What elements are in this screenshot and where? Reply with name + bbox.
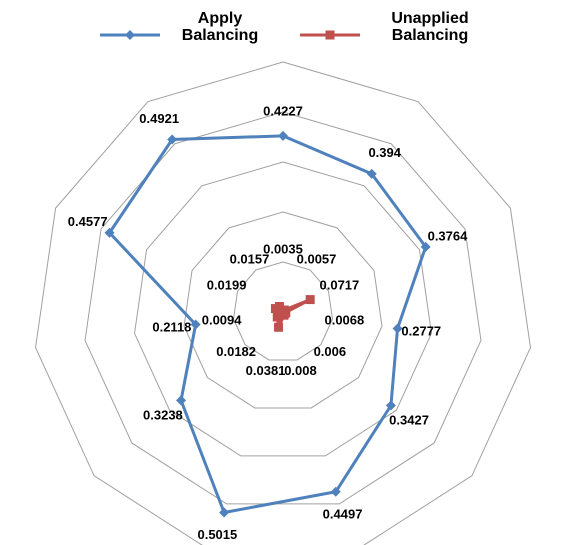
point	[104, 227, 115, 238]
point	[274, 322, 284, 332]
data-label: 0.0717	[320, 278, 360, 293]
point	[176, 395, 187, 406]
data-label: 0.4921	[139, 111, 179, 126]
point	[274, 301, 284, 311]
data-label: 0.5015	[197, 527, 237, 542]
data-label: 0.0035	[263, 241, 303, 256]
data-label: 0.006	[314, 344, 347, 359]
data-label: 0.4577	[68, 214, 108, 229]
series-line	[107, 134, 428, 515]
point	[392, 323, 403, 334]
data-label: 0.0057	[297, 251, 337, 266]
data-label: 0.3238	[143, 408, 183, 423]
data-label: 0.0381	[246, 363, 286, 378]
point	[125, 30, 135, 40]
point	[366, 168, 377, 179]
data-label: 0.0199	[207, 278, 247, 293]
data-label: 0.3427	[389, 413, 429, 428]
data-label: 0.0157	[230, 251, 270, 266]
point	[385, 400, 396, 411]
point	[278, 130, 288, 141]
data-label: 0.394	[368, 145, 401, 160]
grid-ring	[35, 61, 531, 545]
point	[420, 241, 431, 252]
data-label: 0.008	[284, 363, 317, 378]
data-label: 0.0094	[202, 312, 243, 327]
grid-ring	[183, 211, 383, 409]
legend-label: Unapplied Balancing	[391, 10, 469, 44]
data-label: 0.4227	[263, 103, 303, 118]
grid-ring	[84, 111, 482, 505]
point	[219, 507, 230, 518]
legend-label: Apply Balancing	[181, 10, 259, 44]
point	[305, 295, 315, 305]
point	[279, 310, 289, 320]
data-label: 0.0068	[324, 312, 364, 327]
point	[167, 134, 178, 145]
data-label: 0.2118	[152, 319, 191, 334]
point	[190, 319, 201, 330]
point	[330, 486, 341, 497]
data-label: 0.2777	[401, 323, 441, 338]
point	[325, 30, 335, 40]
data-label: 0.0182	[216, 344, 256, 359]
data-label: 0.4497	[323, 506, 363, 521]
grid-ring	[232, 261, 334, 361]
data-label: 0.3764	[428, 228, 469, 243]
grid-ring	[134, 161, 432, 457]
